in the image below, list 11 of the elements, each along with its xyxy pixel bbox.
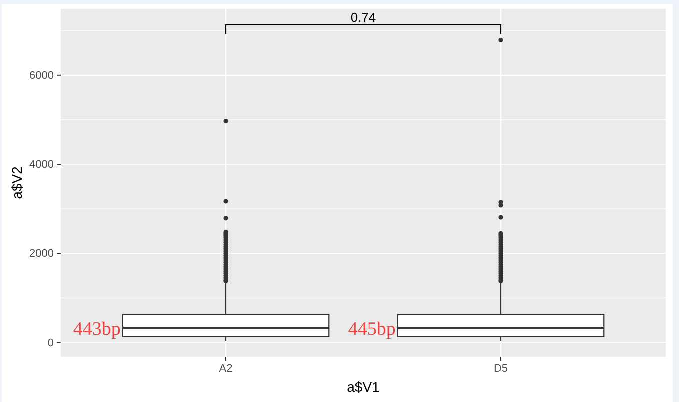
annotation: 445bp xyxy=(348,318,396,340)
x-axis-title: a$V1 xyxy=(347,379,380,395)
annotation: 0.74 xyxy=(350,10,376,25)
annotation: 443bp xyxy=(73,318,121,340)
y-tick-label: 6000 xyxy=(30,70,54,82)
y-tick-label: 2000 xyxy=(30,248,54,260)
y-axis-title: a$V2 xyxy=(9,166,25,200)
y-tick-label: 4000 xyxy=(30,159,54,172)
x-tick-label: A2 xyxy=(219,362,233,375)
x-tick-label: D5 xyxy=(494,362,508,375)
y-tick-label: 0 xyxy=(48,337,54,350)
